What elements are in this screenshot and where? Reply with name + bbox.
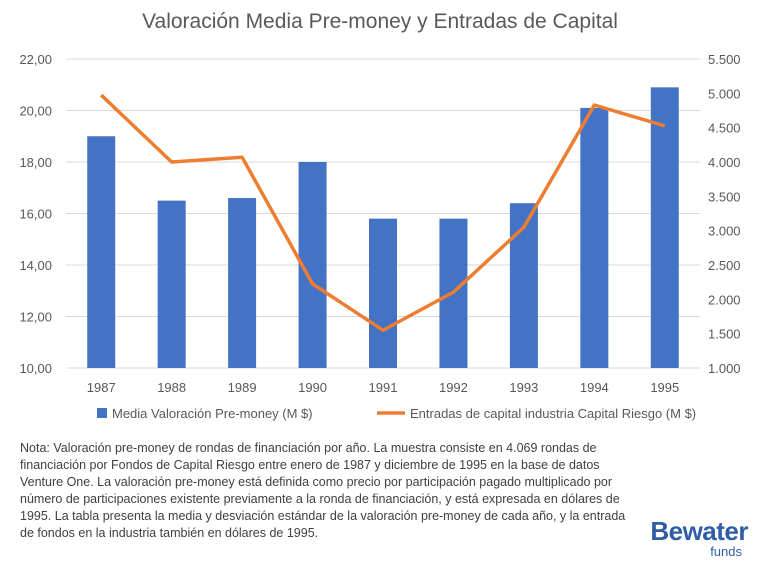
right-tick-label: 4.500 <box>708 121 741 136</box>
x-tick-label: 1989 <box>228 380 257 395</box>
bar <box>157 200 186 368</box>
left-tick-label: 20,00 <box>19 104 52 119</box>
right-tick-label: 1.000 <box>708 361 741 376</box>
logo-name: Bewater <box>650 516 748 546</box>
left-tick-label: 14,00 <box>19 258 52 273</box>
left-tick-label: 22,00 <box>19 52 52 67</box>
right-tick-label: 2.000 <box>708 292 741 307</box>
x-tick-label: 1994 <box>580 380 609 395</box>
right-tick-label: 3.000 <box>708 224 741 239</box>
right-tick-label: 3.500 <box>708 189 741 204</box>
chart: 10,00 12,00 14,00 16,00 18,00 20,00 22,00 1.000… <box>19 52 741 421</box>
footnote: Nota: Valoración pre-money de rondas de … <box>20 441 626 540</box>
x-tick-label: 1995 <box>650 380 679 395</box>
legend-bar-label: Media Valoración Pre-money (M $) <box>112 406 313 421</box>
bar <box>228 198 257 368</box>
left-tick-label: 10,00 <box>19 361 52 376</box>
bar <box>650 87 679 368</box>
left-tick-label: 16,00 <box>19 207 52 222</box>
bewater-logo: Bewater funds <box>648 518 748 559</box>
right-tick-label: 4.000 <box>708 155 741 170</box>
legend-line-label: Entradas de capital industria Capital Ri… <box>410 406 696 421</box>
x-tick-label: 1990 <box>298 380 327 395</box>
bar <box>509 203 538 368</box>
left-tick-label: 18,00 <box>19 155 52 170</box>
x-tick-label: 1992 <box>439 380 468 395</box>
legend-bar-swatch <box>97 408 107 418</box>
x-tick-label: 1988 <box>157 380 186 395</box>
right-tick-label: 5.500 <box>708 52 741 67</box>
x-tick-label: 1987 <box>87 380 116 395</box>
bar <box>580 107 609 369</box>
right-tick-label: 5.000 <box>708 86 741 101</box>
right-tick-label: 1.500 <box>708 327 741 342</box>
x-tick-label: 1991 <box>369 380 398 395</box>
right-tick-label: 2.500 <box>708 258 741 273</box>
logo-sub: funds <box>710 544 742 559</box>
bar <box>87 136 116 368</box>
chart-title: Valoración Media Pre-money y Entradas de… <box>142 10 618 33</box>
left-tick-label: 12,00 <box>19 310 52 325</box>
bar <box>369 218 397 368</box>
x-tick-label: 1993 <box>509 380 538 395</box>
